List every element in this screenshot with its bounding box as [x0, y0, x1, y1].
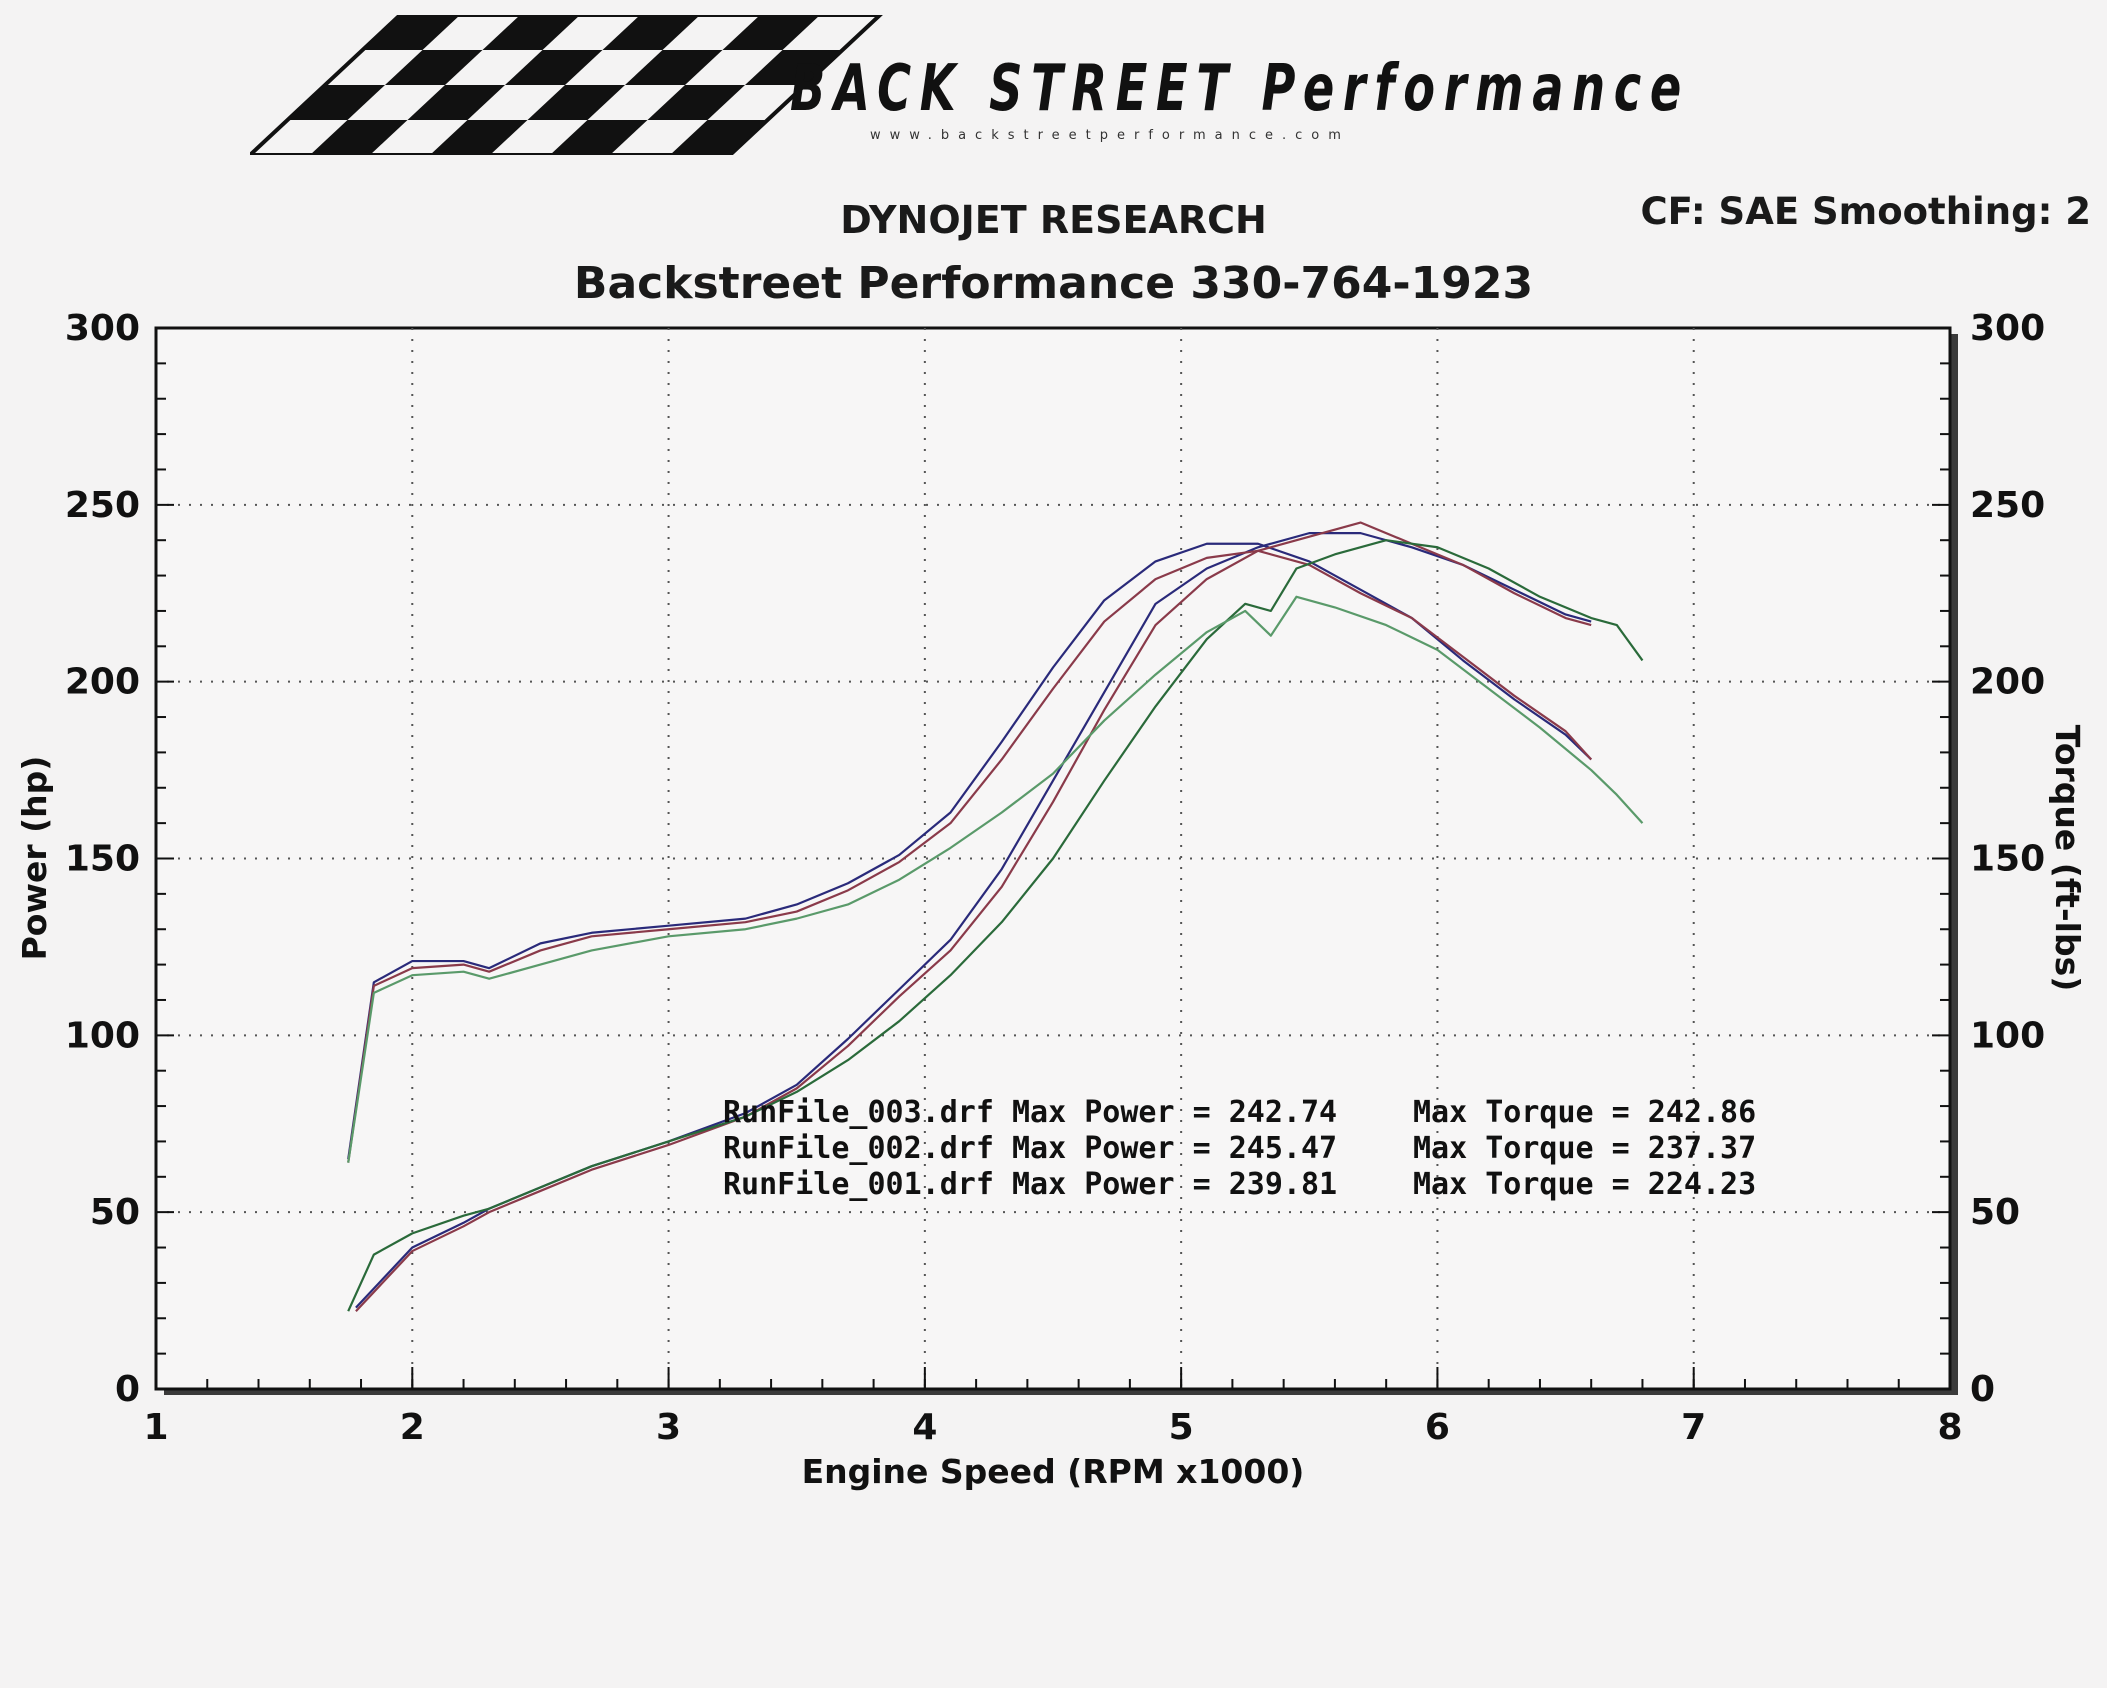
series-line-runfile_001-power [347, 539, 1644, 1312]
chart-title: DYNOJET RESEARCH [840, 198, 1267, 242]
y-tick-label-left: 50 [90, 1192, 140, 1233]
logo-website: www.backstreetperformance.com [870, 128, 1350, 143]
y-tick-label-right: 300 [1970, 308, 2045, 349]
y-tick-label-right: 0 [1970, 1369, 1995, 1410]
x-tick-label: 3 [656, 1407, 681, 1448]
y-tick-label-left: 100 [65, 1015, 140, 1056]
y-tick-label-right: 200 [1970, 662, 2045, 703]
annotation-torque-002: Max Torque = 237.37 [1413, 1131, 1756, 1166]
logo-wordmark: BACK STREET Performance [790, 52, 1690, 126]
annotation-power-003: RunFile_003.drf Max Power = 242.74 [723, 1095, 1337, 1130]
logo-check-square [505, 50, 603, 85]
logo-check-square [362, 15, 460, 50]
logo-check-square [527, 85, 625, 120]
x-tick-label: 7 [1681, 1407, 1706, 1448]
annotation-torque-001: Max Torque = 224.23 [1413, 1167, 1756, 1202]
checkered-flag-logo: BACK STREET Performance [250, 15, 1690, 155]
y-axis-label-left: Power (hp) [15, 756, 54, 961]
logo-check-square [550, 120, 648, 155]
logo-check-square [407, 85, 505, 120]
logo-check-square [745, 50, 843, 85]
logo-check-square [647, 85, 745, 120]
logo-check-square [287, 85, 385, 120]
y-tick-label-left: 150 [65, 839, 140, 880]
y-tick-label-left: 250 [65, 485, 140, 526]
logo-check-square [722, 15, 820, 50]
chart-subtitle: Backstreet Performance 330-764-1923 [573, 258, 1534, 309]
logo-check-square [602, 15, 700, 50]
y-axis-label-right: Torque (ft-lbs) [2048, 725, 2087, 992]
minor-ticks [155, 327, 1951, 1390]
x-tick-label: 5 [1169, 1407, 1194, 1448]
y-tick-label-right: 50 [1970, 1192, 2020, 1233]
x-axis-label: Engine Speed (RPM x1000) [802, 1452, 1305, 1491]
x-tick-label: 8 [1937, 1407, 1962, 1448]
logo-check-square [385, 50, 483, 85]
series-line-runfile_002-torque [347, 549, 1593, 1163]
annotation-torque-003: Max Torque = 242.86 [1413, 1095, 1756, 1130]
settings-label: CF: SAE Smoothing: 2 [1640, 190, 2091, 233]
y-tick-label-right: 150 [1970, 839, 2045, 880]
y-tick-label-left: 300 [65, 308, 140, 349]
annotation-power-002: RunFile_002.drf Max Power = 245.47 [723, 1131, 1337, 1166]
y-tick-label-right: 100 [1970, 1015, 2045, 1056]
logo-check-square [625, 50, 723, 85]
series-lines [347, 521, 1644, 1312]
series-line-runfile_001-torque [347, 595, 1644, 1163]
grid-lines [156, 328, 1950, 1389]
x-tick-label: 1 [143, 1407, 168, 1448]
logo-check-square [482, 15, 580, 50]
y-tick-label-left: 200 [65, 662, 140, 703]
annotation-power-001: RunFile_001.drf Max Power = 239.81 [723, 1167, 1337, 1202]
logo-check-square [430, 120, 528, 155]
y-tick-label-left: 0 [115, 1369, 140, 1410]
x-tick-label: 2 [400, 1407, 425, 1448]
max-values-annotation: RunFile_003.drf Max Power = 242.74 Max T… [723, 1095, 1756, 1202]
logo-check-square [310, 120, 408, 155]
logo-check-square [670, 120, 768, 155]
y-tick-label-right: 250 [1970, 485, 2045, 526]
x-tick-label: 6 [1425, 1407, 1450, 1448]
x-tick-label: 4 [912, 1407, 937, 1448]
